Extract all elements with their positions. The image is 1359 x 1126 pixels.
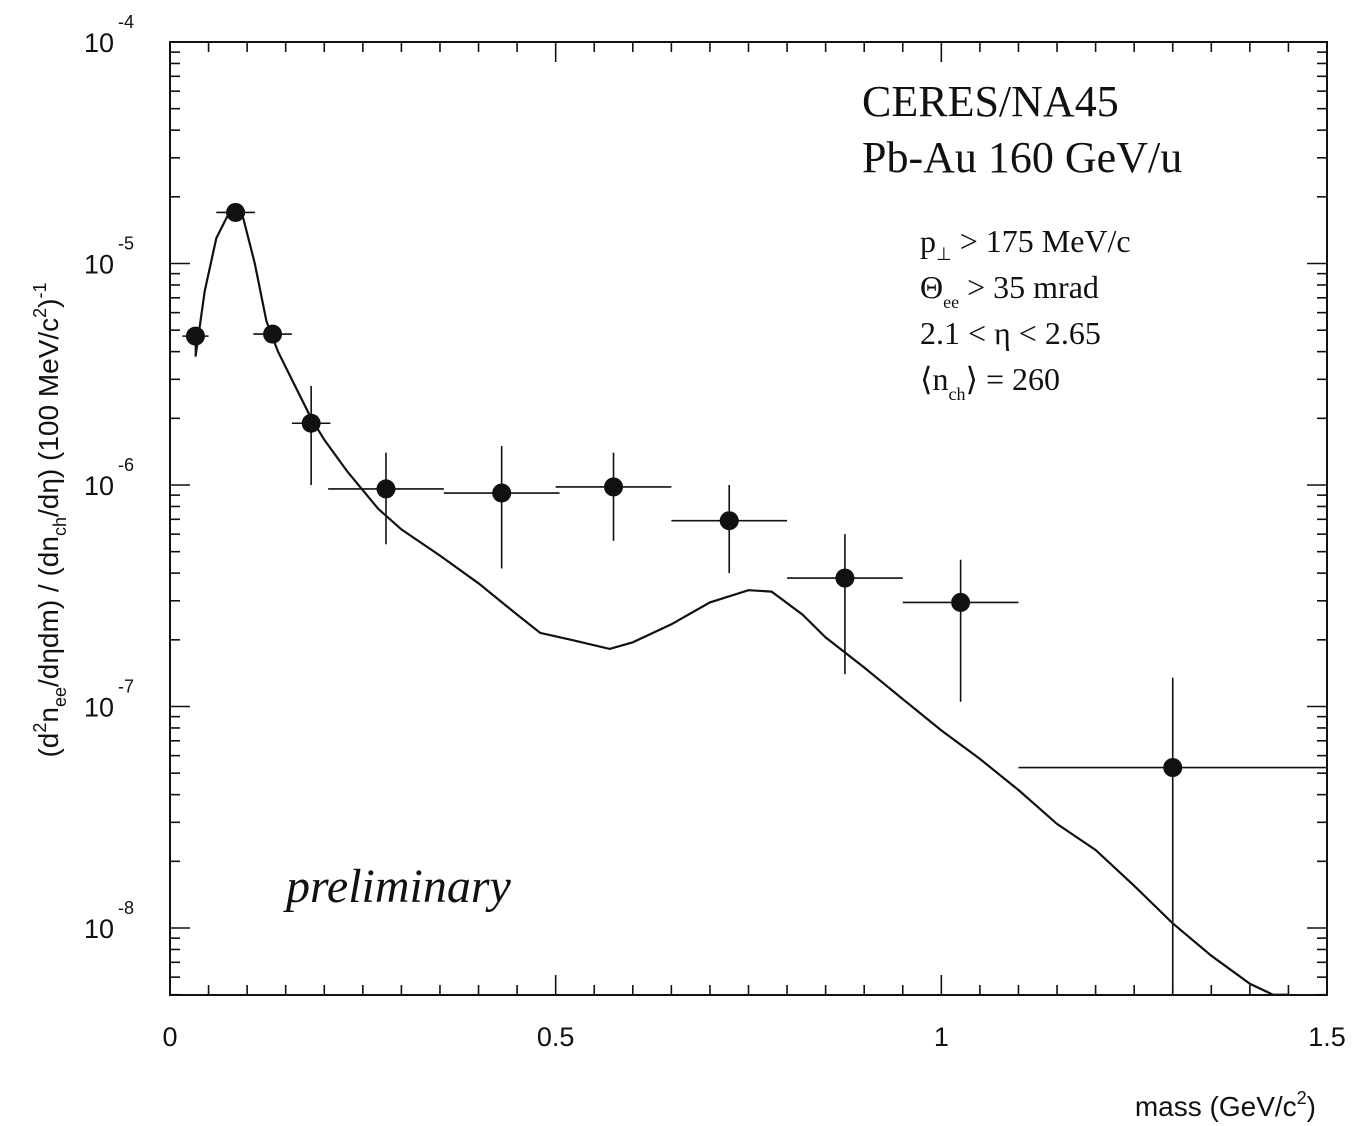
data-point — [1018, 677, 1327, 995]
x-tick-labels: 0 0.5 1 1.5 — [162, 1022, 1345, 1052]
y-tick-label: 10-8 — [84, 898, 134, 944]
x-tick-label: 1.5 — [1308, 1022, 1346, 1052]
data-point — [216, 202, 255, 222]
cut-transverse-momentum: p⊥ > 175 MeV/c — [920, 223, 1131, 264]
y-axis-title: (d2nee/dηdm) / (dnch/dη) (100 MeV/c2)-1 — [30, 282, 70, 757]
data-marker — [301, 413, 321, 433]
data-marker — [1163, 758, 1183, 778]
y-tick-label: 10-5 — [84, 234, 134, 280]
x-tick-label: 0.5 — [537, 1022, 575, 1052]
data-point — [671, 485, 788, 574]
data-marker — [492, 483, 512, 503]
x-tick-label: 1 — [934, 1022, 949, 1052]
data-point — [291, 385, 331, 485]
x-tick-label: 0 — [162, 1022, 177, 1052]
data-point — [328, 452, 444, 545]
data-marker — [835, 568, 855, 588]
data-marker — [604, 477, 624, 497]
experiment-label: CERES/NA45 — [862, 77, 1119, 126]
model-cocktail-curve — [194, 209, 1289, 996]
y-tick-label: 10-4 — [84, 12, 134, 58]
data-marker — [719, 511, 739, 531]
data-marker — [376, 479, 396, 499]
data-points — [182, 202, 1327, 995]
collision-system-label: Pb-Au 160 GeV/u — [862, 133, 1182, 182]
tick-marks — [169, 41, 1328, 996]
data-marker — [226, 202, 246, 222]
y-tick-label: 10-6 — [84, 455, 134, 501]
cut-opening-angle: Θee > 35 mrad — [920, 269, 1099, 312]
y-tick-label: 10-7 — [84, 677, 134, 723]
plot-frame — [169, 41, 1328, 996]
cut-pseudorapidity: 2.1 < η < 2.65 — [920, 315, 1101, 351]
data-marker — [185, 326, 205, 346]
data-point — [443, 445, 560, 569]
x-axis-title: mass (GeV/c2) — [1135, 1088, 1316, 1122]
data-point — [253, 324, 292, 344]
preliminary-label: preliminary — [283, 860, 512, 913]
data-point — [555, 452, 672, 541]
data-point — [182, 326, 209, 355]
data-marker — [263, 324, 283, 344]
y-tick-labels: 10-4 10-5 10-6 10-7 10-8 — [84, 12, 134, 944]
data-point — [902, 559, 1019, 702]
data-point — [787, 534, 903, 675]
charged-multiplicity: ⟨nch⟩ = 260 — [920, 361, 1060, 404]
data-marker — [951, 592, 971, 612]
